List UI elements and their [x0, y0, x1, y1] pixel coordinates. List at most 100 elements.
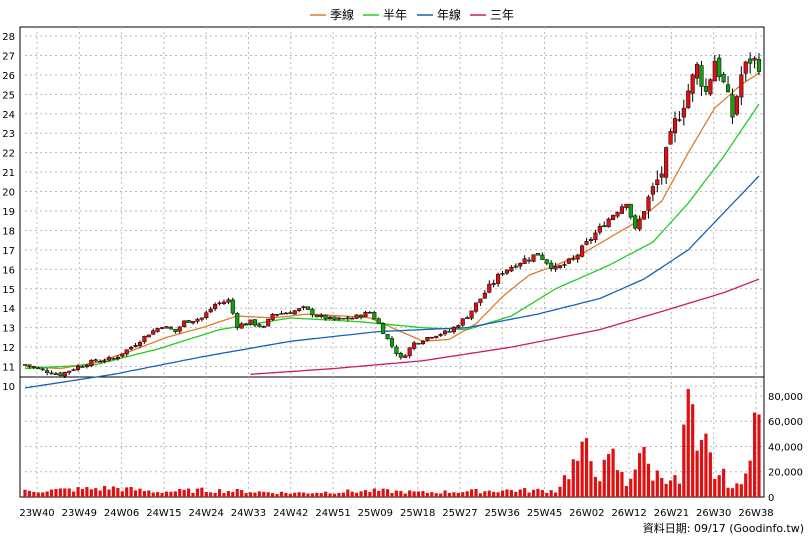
candle-up — [350, 317, 355, 320]
candle-up — [637, 218, 642, 230]
candle-up — [106, 357, 112, 361]
candle-down — [305, 306, 311, 310]
candle-up — [557, 265, 563, 268]
candle-down — [540, 254, 545, 260]
volume-panel — [19, 376, 765, 498]
candle-up — [146, 334, 151, 338]
volume-bar — [668, 480, 673, 497]
candle-up — [443, 330, 448, 335]
volume-bar — [142, 491, 146, 497]
volume-bar — [253, 492, 257, 497]
legend-item-half: 半年 — [363, 8, 407, 22]
volume-bar — [76, 487, 80, 497]
volume-bar — [607, 453, 611, 497]
volume-bar — [571, 459, 575, 497]
candle-up — [752, 57, 757, 61]
volume-bar — [748, 460, 752, 497]
volume-bar — [368, 492, 372, 497]
volume-bar — [554, 492, 558, 497]
volume-bar — [699, 439, 704, 497]
candle-up — [690, 74, 695, 94]
candle-down — [385, 334, 390, 340]
volume-bar — [465, 491, 469, 497]
price-tick-label: 19 — [2, 207, 15, 218]
price-tick-label: 28 — [2, 32, 15, 43]
volume-bar — [147, 490, 151, 497]
x-tick-label: 26W12 — [611, 508, 646, 519]
volume-bar — [169, 491, 173, 497]
volume-bar — [487, 490, 491, 497]
volume-bar — [138, 488, 142, 497]
candle-up — [102, 360, 107, 362]
volume-bar — [324, 491, 328, 497]
price-tick-label: 25 — [2, 90, 15, 101]
volume-bar — [416, 491, 421, 497]
x-tick-label: 23W40 — [19, 508, 54, 519]
volume-bar — [629, 478, 633, 497]
volume-bar — [102, 485, 107, 497]
volume-bar — [337, 492, 341, 497]
volume-axis-labels: 80,000 60,000 40,000 20,000 0 — [768, 392, 803, 504]
volume-bar — [266, 492, 270, 497]
volume-bar — [403, 493, 407, 497]
price-tick-label: 13 — [2, 324, 15, 335]
ma-year-line — [24, 175, 760, 389]
candle-down — [257, 324, 262, 327]
volume-bar — [461, 492, 465, 497]
candle-down — [549, 262, 554, 269]
candle-down — [544, 259, 549, 264]
volume-bar — [54, 489, 58, 497]
volume-bar — [540, 490, 544, 497]
candle-down — [513, 265, 518, 268]
candle-down — [398, 353, 403, 358]
price-tick-label: 26 — [2, 71, 15, 82]
volume-bar — [319, 493, 323, 497]
candle-down — [416, 342, 421, 345]
candle-down — [628, 203, 633, 218]
volume-bar — [638, 453, 642, 497]
volume-bar — [735, 483, 739, 497]
candle-up — [199, 317, 204, 320]
volume-bar — [611, 448, 615, 497]
volume-bar — [602, 459, 606, 497]
candle-up — [407, 347, 412, 357]
candle-up — [279, 313, 284, 315]
volume-bar — [49, 489, 54, 497]
candle-up — [681, 107, 686, 118]
candle-up — [84, 365, 89, 368]
volume-bar — [156, 492, 160, 497]
x-tick-label: 26W02 — [569, 508, 604, 519]
candle-down — [80, 366, 85, 368]
volume-bar — [182, 489, 186, 497]
volume-bar — [58, 488, 62, 497]
candle-down — [358, 314, 364, 318]
candle-up — [504, 269, 510, 274]
x-tick-label: 25W36 — [485, 508, 520, 519]
candle-up — [655, 179, 660, 186]
candle-up — [283, 312, 288, 315]
candle-up — [429, 336, 434, 339]
volume-bar — [492, 491, 496, 497]
candle-up — [363, 311, 368, 318]
volume-bar — [509, 490, 513, 497]
volume-bars — [23, 388, 761, 497]
candle-up — [686, 90, 691, 109]
candle-down — [173, 328, 178, 332]
candle-up — [221, 301, 227, 304]
candle-up — [438, 334, 443, 336]
volume-bar — [452, 492, 456, 497]
volume-bar — [200, 487, 204, 497]
volume-bar — [430, 492, 434, 497]
volume-bar — [217, 489, 222, 497]
ma-half-line — [24, 103, 760, 370]
volume-bar — [399, 490, 403, 497]
legend: 季線 半年 年線 三年 — [310, 7, 514, 22]
price-tick-label: 22 — [2, 149, 15, 160]
volume-bar — [695, 450, 699, 497]
volume-bar — [549, 490, 553, 497]
volume-bar — [23, 489, 27, 497]
candle-up — [266, 318, 271, 327]
x-tick-label: 24W42 — [273, 508, 308, 519]
candle-down — [36, 367, 41, 370]
legend-item-3year: 三年 — [470, 8, 514, 22]
